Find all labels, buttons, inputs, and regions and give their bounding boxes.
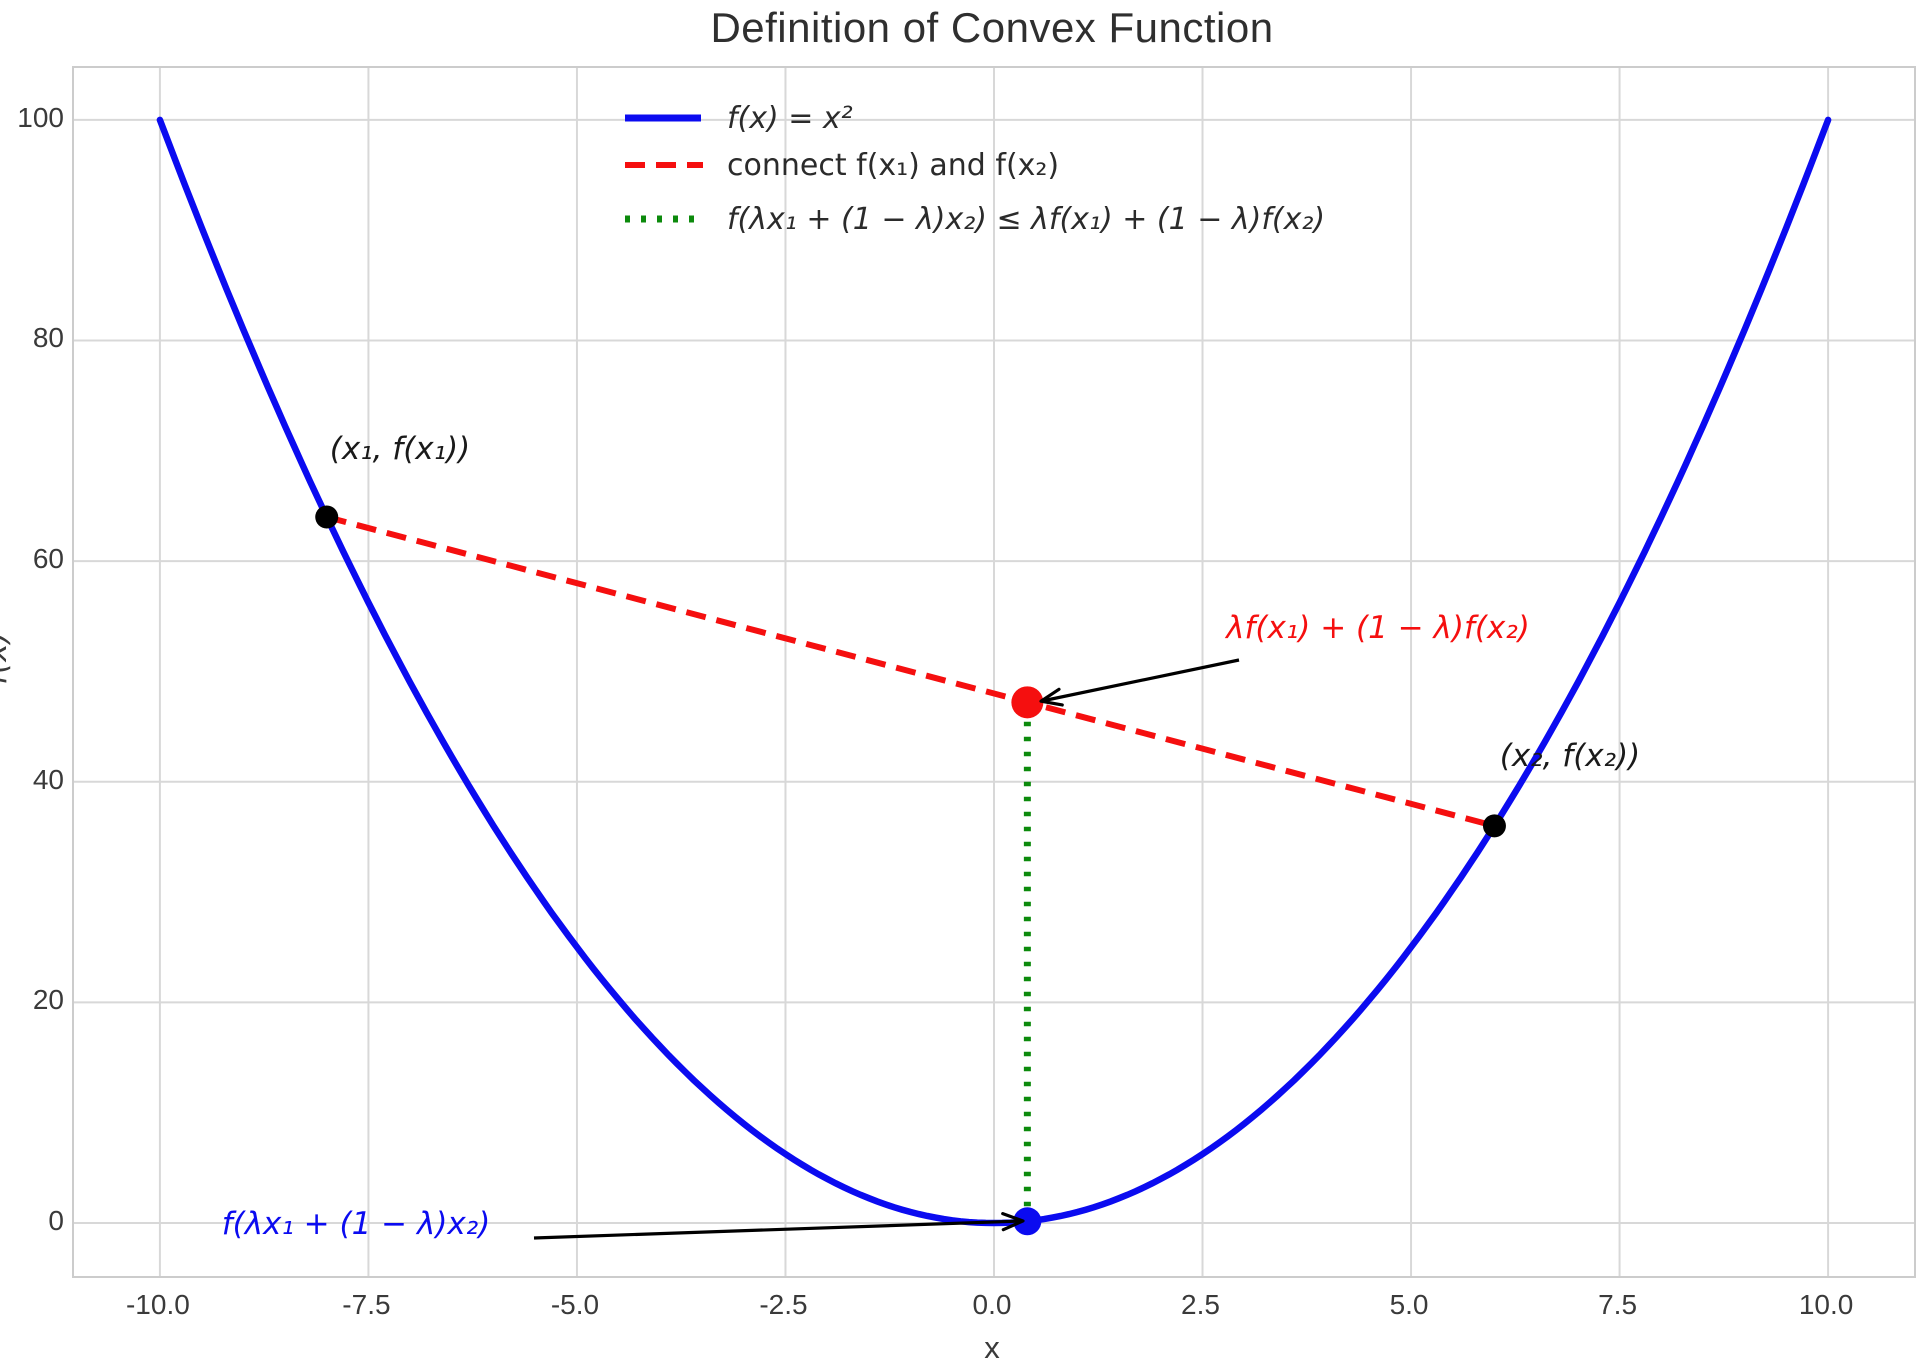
y-tick-label: 60 xyxy=(32,543,64,575)
x-tick-label: 7.5 xyxy=(1598,1289,1638,1320)
y-tick-label: 100 xyxy=(17,101,64,133)
legend-item-curve: f(x) = x² xyxy=(623,98,853,138)
chord-value-label: λf(x₁) + (1 − λ)f(x₂) xyxy=(1226,610,1530,646)
chord-point xyxy=(1011,686,1044,719)
plot-area xyxy=(72,66,1916,1278)
x-tick-label: 2.5 xyxy=(1181,1289,1220,1320)
x-tick-label: -7.5 xyxy=(342,1289,391,1320)
legend-item-inequality: f(λx₁ + (1 − λ)x₂) ≤ λf(x₁) + (1 − λ)f(x… xyxy=(623,199,1325,239)
point2-label: (x₂, f(x₂)) xyxy=(1499,738,1641,774)
y-tick-label: 80 xyxy=(32,322,64,354)
x-axis-label: x xyxy=(984,1330,1000,1365)
x-tick-label: 10.0 xyxy=(1798,1289,1854,1320)
y-tick-label: 20 xyxy=(32,984,64,1016)
x-tick-label: 5.0 xyxy=(1389,1289,1429,1320)
x-tick-label: -2.5 xyxy=(759,1289,808,1320)
dashed-line-swatch-icon xyxy=(625,162,703,168)
legend-label-curve: f(x) = x² xyxy=(727,100,853,136)
y-tick-label: 0 xyxy=(48,1205,64,1237)
legend-label-inequality: f(λx₁ + (1 − λ)x₂) ≤ λf(x₁) + (1 − λ)f(x… xyxy=(727,201,1326,237)
legend-item-chord: connect f(x₁) and f(x₂) xyxy=(623,145,1059,185)
point-x1 xyxy=(315,505,339,529)
y-tick-label: 40 xyxy=(32,763,64,795)
point1-label: (x₁, f(x₁)) xyxy=(329,431,471,467)
curve-value-label: f(λx₁ + (1 − λ)x₂) xyxy=(221,1206,491,1242)
dotted-line-swatch-icon xyxy=(625,215,703,223)
solid-line-swatch-icon xyxy=(625,114,701,122)
curve-value-label-arrow xyxy=(533,1212,1025,1240)
chart-title: Definition of Convex Function xyxy=(710,4,1274,51)
x-tick-label: -10.0 xyxy=(125,1289,190,1320)
plot-svg xyxy=(74,68,1914,1276)
y-axis-label: f(x) xyxy=(0,631,14,685)
point-x2 xyxy=(1482,814,1506,838)
x-tick-label: -5.0 xyxy=(550,1289,600,1320)
legend-label-chord: connect f(x₁) and f(x₂) xyxy=(727,147,1060,183)
x-tick-label: 0.0 xyxy=(972,1289,1012,1320)
chord-value-label-arrow xyxy=(1039,658,1240,707)
chord-line xyxy=(325,514,1496,829)
